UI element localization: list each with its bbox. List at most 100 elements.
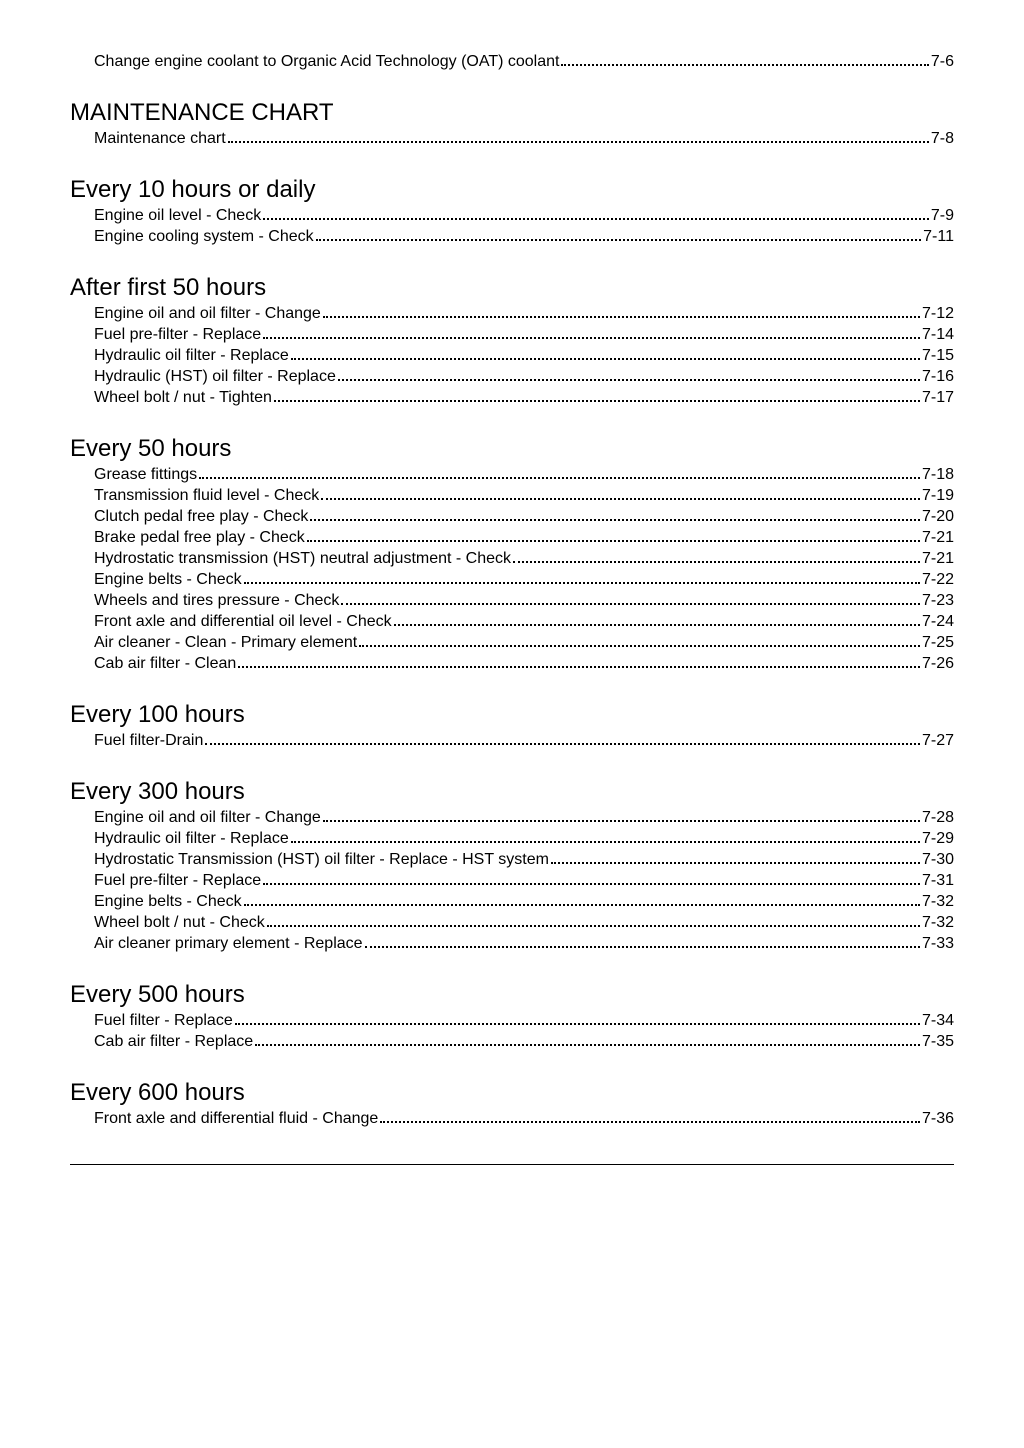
toc-label: Engine oil level - Check	[94, 207, 261, 225]
toc-page: 7-31	[922, 872, 954, 890]
section-heading: After first 50 hours	[70, 274, 954, 302]
toc-entry: Hydrostatic transmission (HST) neutral a…	[94, 550, 954, 568]
section-heading: Every 10 hours or daily	[70, 176, 954, 204]
toc-dots	[291, 841, 920, 843]
toc-dots	[338, 379, 920, 381]
toc-page: 7-15	[922, 347, 954, 365]
toc-dots	[263, 337, 920, 339]
toc-dots	[267, 925, 920, 927]
toc-dots	[323, 820, 920, 822]
toc-dots	[291, 358, 920, 360]
toc-page: 7-17	[922, 389, 954, 407]
toc-page: 7-34	[922, 1012, 954, 1030]
toc-page: 7-30	[922, 851, 954, 869]
toc-entry: Clutch pedal free play - Check 7-20	[94, 508, 954, 526]
toc-page: 7-11	[923, 228, 954, 246]
toc-entry: Change engine coolant to Organic Acid Te…	[94, 53, 954, 71]
toc-page: 7-6	[931, 53, 954, 71]
toc-entry: Fuel pre-filter - Replace 7-14	[94, 326, 954, 344]
toc-dots	[263, 883, 920, 885]
toc-entry: Hydraulic oil filter - Replace 7-29	[94, 830, 954, 848]
section-heading: MAINTENANCE CHART	[70, 99, 954, 127]
toc-page: 7-27	[922, 732, 954, 750]
toc-entry: Wheels and tires pressure - Check7-23	[94, 592, 954, 610]
toc-dots	[365, 946, 920, 948]
toc-entry: Grease fittings7-18	[94, 466, 954, 484]
toc-label: Cab air filter - Replace	[94, 1033, 253, 1051]
toc-dots	[513, 561, 920, 563]
toc-page: 7-9	[931, 207, 954, 225]
toc-page: 7-20	[922, 508, 954, 526]
toc-page: 7-18	[922, 466, 954, 484]
toc-label: Engine oil and oil filter - Change	[94, 809, 321, 827]
toc-page: 7-32	[922, 893, 954, 911]
toc-entry: Cab air filter - Replace 7-35	[94, 1033, 954, 1051]
toc-label: Wheel bolt / nut - Tighten	[94, 389, 272, 407]
toc-entry: Engine belts - Check 7-22	[94, 571, 954, 589]
toc-label: Maintenance chart	[94, 130, 226, 148]
toc-entry: Engine oil level - Check 7-9	[94, 207, 954, 225]
toc-dots	[307, 540, 920, 542]
toc-label: Air cleaner - Clean - Primary element	[94, 634, 357, 652]
toc-label: Transmission fluid level - Check	[94, 487, 319, 505]
toc-entry: Cab air filter - Clean7-26	[94, 655, 954, 673]
toc-label: Engine belts - Check	[94, 571, 242, 589]
toc-page: 7-29	[922, 830, 954, 848]
toc-entry: Maintenance chart 7-8	[94, 130, 954, 148]
toc-label: Wheel bolt / nut - Check	[94, 914, 265, 932]
toc-dots	[394, 624, 920, 626]
toc-entry: Engine oil and oil filter - Change7-12	[94, 305, 954, 323]
toc-page: 7-24	[922, 613, 954, 631]
toc-dots	[263, 218, 929, 220]
toc-dots	[310, 519, 920, 521]
toc-page: 7-25	[922, 634, 954, 652]
toc-label: Engine oil and oil filter - Change	[94, 305, 321, 323]
toc-entry: Air cleaner - Clean - Primary element 7-2…	[94, 634, 954, 652]
toc-label: Wheels and tires pressure - Check	[94, 592, 339, 610]
toc-page: 7-28	[922, 809, 954, 827]
toc-label: Front axle and differential oil level - …	[94, 613, 392, 631]
toc-label: Hydrostatic transmission (HST) neutral a…	[94, 550, 511, 568]
toc-page: 7-14	[922, 326, 954, 344]
toc-entry: Air cleaner primary element - Replace7-3…	[94, 935, 954, 953]
toc-dots	[199, 477, 920, 479]
toc-dots	[228, 141, 929, 143]
toc-page: 7-26	[922, 655, 954, 673]
toc-entry: Front axle and differential fluid - Chan…	[94, 1110, 954, 1128]
toc-label: Clutch pedal free play - Check	[94, 508, 308, 526]
toc-page: 7-8	[931, 130, 954, 148]
section-heading: Every 50 hours	[70, 435, 954, 463]
toc-page: 7-35	[922, 1033, 954, 1051]
section-heading: Every 500 hours	[70, 981, 954, 1009]
toc-dots	[551, 862, 920, 864]
toc-entry: Fuel filter - Replace7-34	[94, 1012, 954, 1030]
footer-rule	[70, 1164, 954, 1165]
toc-label: Fuel filter-Drain	[94, 732, 203, 750]
toc-label: Front axle and differential fluid - Chan…	[94, 1110, 378, 1128]
toc-entry: Brake pedal free play - Check7-21	[94, 529, 954, 547]
toc-entry: Fuel pre-filter - Replace7-31	[94, 872, 954, 890]
toc-entry: Transmission fluid level - Check 7-19	[94, 487, 954, 505]
section-heading: Every 600 hours	[70, 1079, 954, 1107]
toc-page: 7-21	[922, 529, 954, 547]
toc-label: Engine cooling system - Check	[94, 228, 314, 246]
section-heading: Every 300 hours	[70, 778, 954, 806]
toc-dots	[380, 1121, 920, 1123]
toc-label: Change engine coolant to Organic Acid Te…	[94, 53, 559, 71]
toc-dots	[316, 239, 922, 241]
toc-entry: Engine belts - Check7-32	[94, 893, 954, 911]
toc-label: Hydraulic oil filter - Replace	[94, 830, 289, 848]
toc-page: 7-16	[922, 368, 954, 386]
toc-page: 7-19	[922, 487, 954, 505]
toc-entry: Hydrostatic Transmission (HST) oil filte…	[94, 851, 954, 869]
toc-label: Hydraulic oil filter - Replace	[94, 347, 289, 365]
section-heading: Every 100 hours	[70, 701, 954, 729]
toc-dots	[323, 316, 920, 318]
toc-dots	[244, 582, 920, 584]
toc-dots	[274, 400, 920, 402]
toc-page: 7-32	[922, 914, 954, 932]
toc-page: 7-22	[922, 571, 954, 589]
toc-label: Air cleaner primary element - Replace	[94, 935, 363, 953]
toc-label: Hydrostatic Transmission (HST) oil filte…	[94, 851, 549, 869]
toc-label: Fuel pre-filter - Replace	[94, 326, 261, 344]
